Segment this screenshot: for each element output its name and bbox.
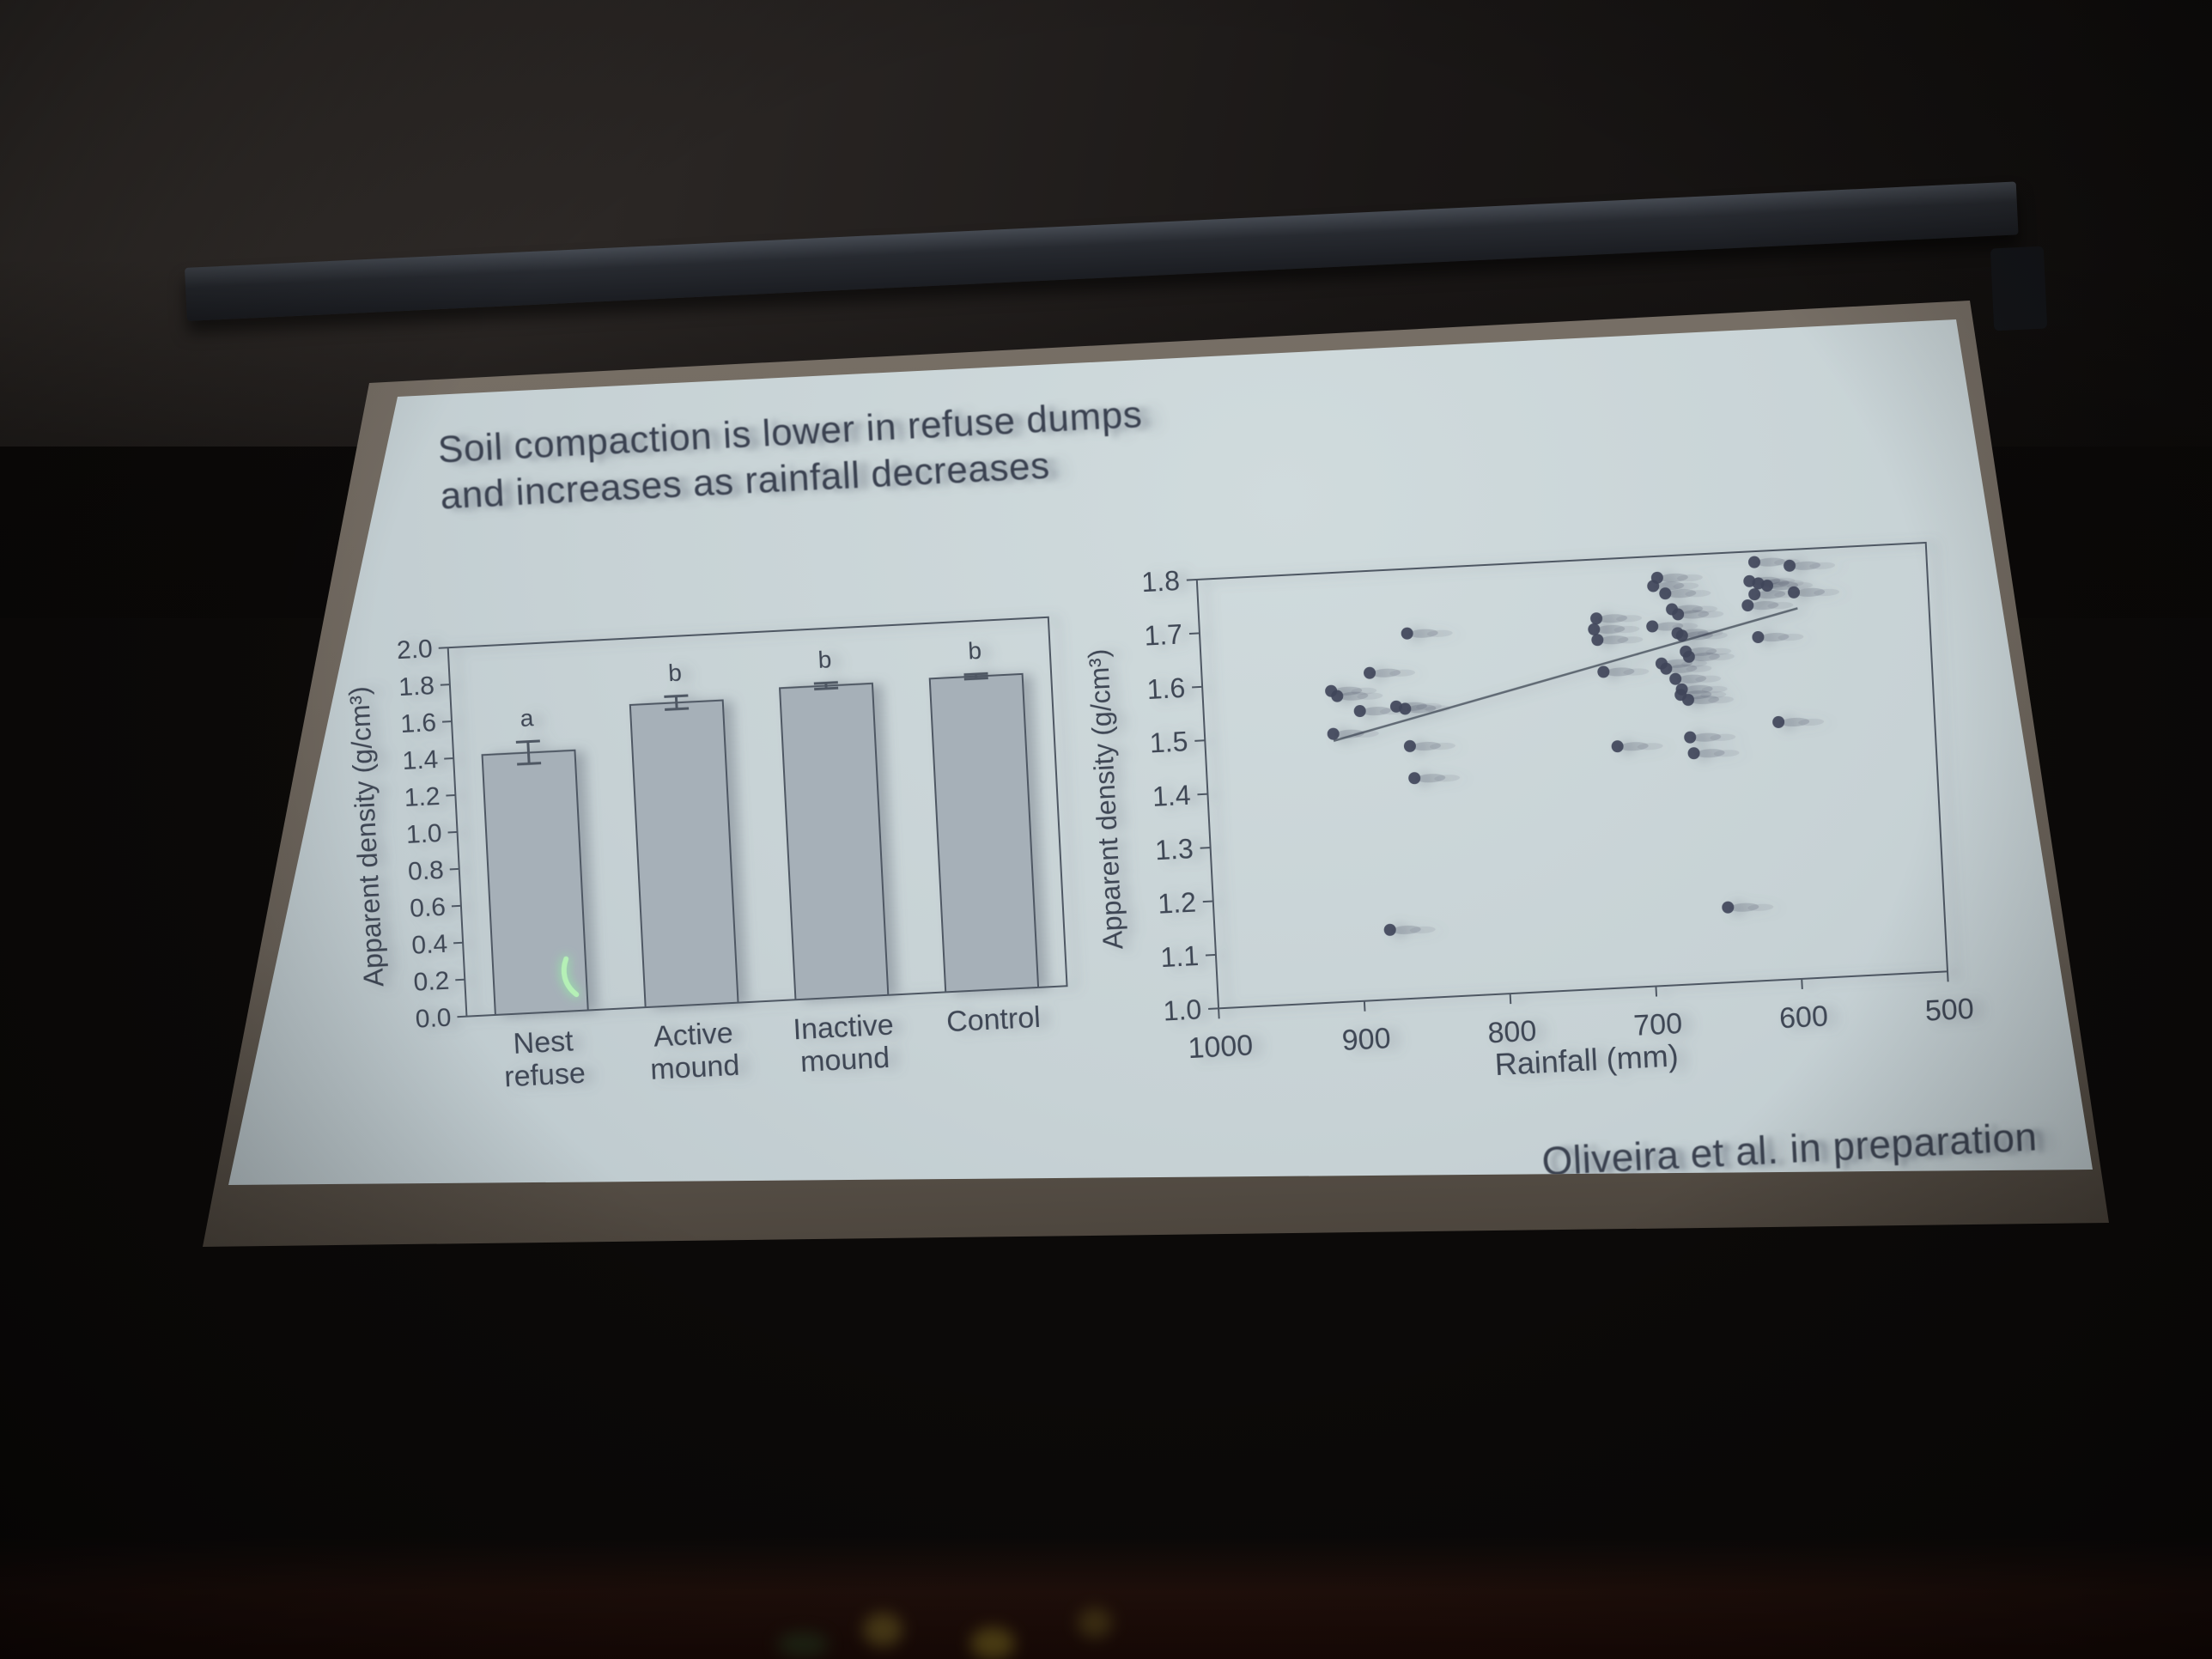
svg-text:mound: mound <box>649 1049 740 1086</box>
svg-text:1.6: 1.6 <box>1146 672 1186 705</box>
leaf-silhouette <box>777 1632 829 1657</box>
svg-text:refuse: refuse <box>503 1057 586 1094</box>
svg-text:Apparent density (g/cm³): Apparent density (g/cm³) <box>343 685 390 988</box>
svg-text:2.0: 2.0 <box>396 635 433 665</box>
svg-text:1.8: 1.8 <box>1140 565 1180 598</box>
laser-pointer-mark <box>561 956 580 998</box>
svg-text:500: 500 <box>1924 993 1975 1028</box>
svg-text:1.2: 1.2 <box>1157 887 1196 920</box>
svg-text:b: b <box>817 646 832 673</box>
svg-text:1.1: 1.1 <box>1160 940 1200 973</box>
svg-text:1.0: 1.0 <box>1163 994 1202 1026</box>
svg-text:1.4: 1.4 <box>402 745 439 775</box>
svg-text:600: 600 <box>1778 1000 1829 1035</box>
svg-text:1000: 1000 <box>1188 1029 1254 1065</box>
svg-text:1.4: 1.4 <box>1152 780 1191 812</box>
stage-front-band <box>0 1537 2212 1659</box>
svg-text:0.0: 0.0 <box>415 1004 452 1034</box>
svg-text:900: 900 <box>1341 1022 1392 1057</box>
flower-silhouette <box>863 1613 902 1647</box>
svg-text:0.2: 0.2 <box>413 967 450 997</box>
scatter-plot: 1.0 1.1 1.2 1.3 1.4 1.5 1.6 1.7 1.8 1000 900 800 700… <box>1066 515 1986 1114</box>
flower-silhouette <box>970 1627 1015 1659</box>
svg-text:Apparent density (g/cm³): Apparent density (g/cm³) <box>1083 648 1129 951</box>
svg-text:1.5: 1.5 <box>1149 726 1188 758</box>
svg-text:b: b <box>667 659 682 686</box>
bar-chart: 0.0 0.2 0.4 0.6 0.8 1.0 1.2 1.4 1.6 1.8 2.0 Apparen… <box>331 582 1093 1117</box>
svg-text:1.0: 1.0 <box>405 819 442 849</box>
svg-text:mound: mound <box>799 1042 890 1079</box>
svg-text:Control: Control <box>945 1001 1041 1038</box>
svg-text:0.4: 0.4 <box>411 930 448 960</box>
screen-housing-endcap <box>1990 246 2048 331</box>
slide-title: Soil compaction is lower in refuse dumps… <box>437 392 1146 520</box>
slide-content: Soil compaction is lower in refuse dumps… <box>258 319 2068 1185</box>
svg-text:Inactive: Inactive <box>793 1009 895 1047</box>
svg-text:1.2: 1.2 <box>404 782 441 812</box>
svg-text:1.8: 1.8 <box>398 672 434 702</box>
svg-text:1.7: 1.7 <box>1144 618 1183 651</box>
svg-text:b: b <box>968 637 982 665</box>
svg-text:a: a <box>520 704 535 732</box>
flower-silhouette <box>1078 1607 1112 1638</box>
svg-text:0.6: 0.6 <box>409 893 446 923</box>
svg-text:0.8: 0.8 <box>407 856 444 886</box>
svg-text:Nest: Nest <box>513 1024 574 1060</box>
svg-text:Active: Active <box>653 1017 733 1054</box>
svg-text:1.6: 1.6 <box>400 708 437 738</box>
svg-text:1.3: 1.3 <box>1154 833 1194 866</box>
